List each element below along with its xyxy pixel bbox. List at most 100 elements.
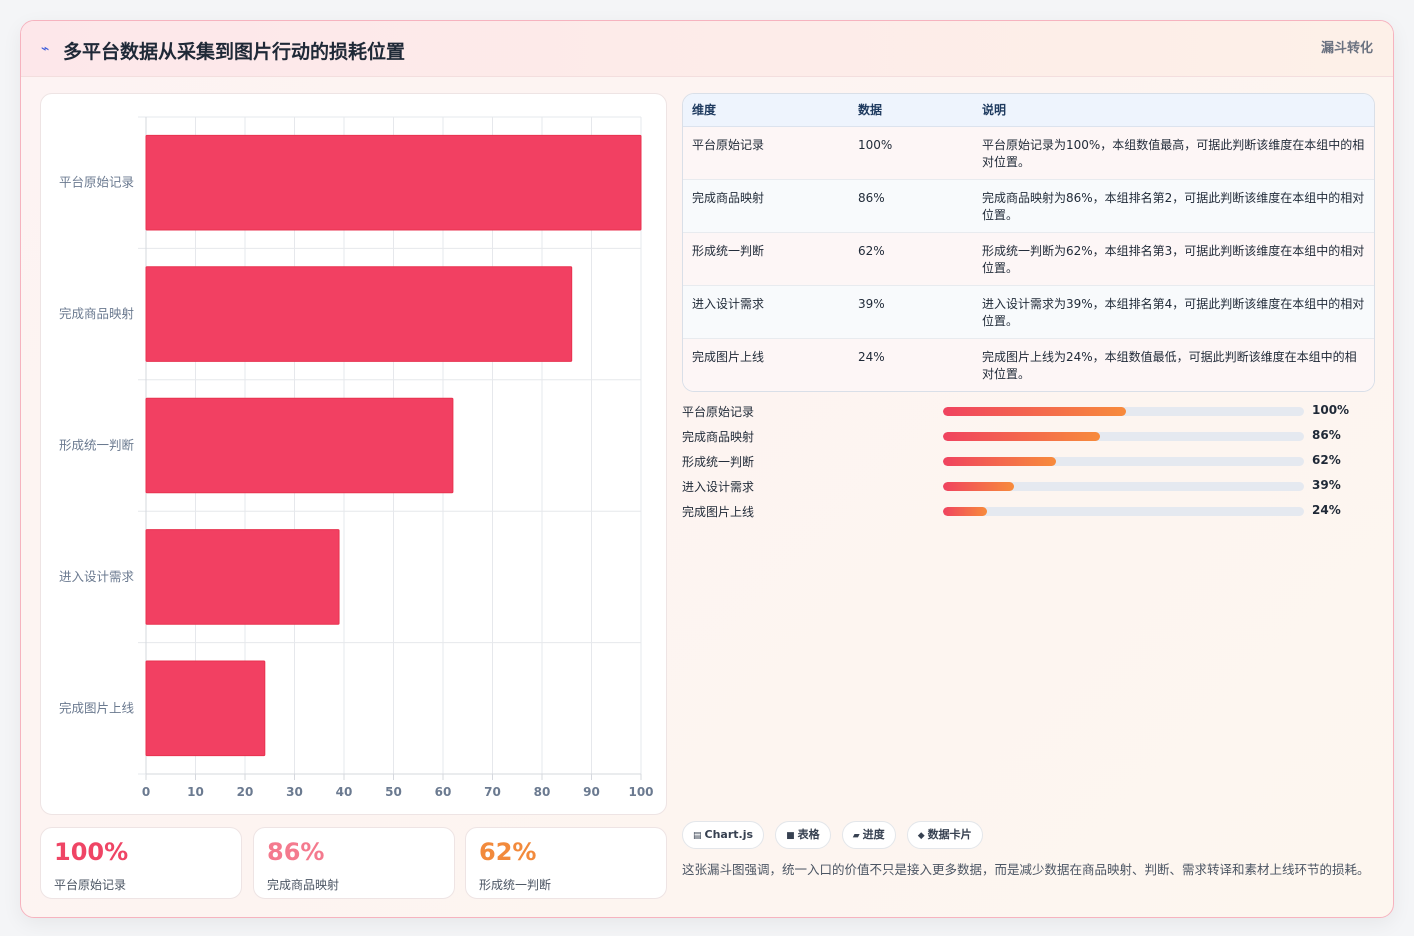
- progress-list: 平台原始记录 100% 完成商品映射 86% 形成统一判断 62% 进入设计需求…: [682, 403, 1375, 528]
- progress-track: [943, 432, 1304, 441]
- table-cell: 完成图片上线为24%，本组数值最低，可据此判断该维度在本组中的相对位置。: [982, 349, 1357, 381]
- table-cell: 形成统一判断: [683, 232, 849, 286]
- progress-value: 24%: [1312, 503, 1341, 517]
- x-tick-label: 100: [628, 785, 653, 799]
- data-table-panel: 维度 数据 说明 平台原始记录 100% 平台原始记录为100%，本组数值最高，…: [682, 93, 1375, 392]
- progress-track: [943, 407, 1304, 416]
- stat-value: 86%: [267, 838, 325, 866]
- x-tick-label: 90: [583, 785, 600, 799]
- table-cell: 39%: [849, 285, 973, 339]
- chip-data-card[interactable]: ◆ 数据卡片: [906, 821, 983, 849]
- y-tick-label: 完成图片上线: [59, 700, 135, 715]
- x-tick-label: 0: [142, 785, 150, 799]
- progress-track: [943, 457, 1304, 466]
- spark-icon: ⌁: [41, 41, 50, 57]
- y-tick-label: 完成商品映射: [59, 306, 134, 321]
- progress-row: 完成商品映射 86%: [682, 428, 1375, 453]
- progress-row: 平台原始记录 100%: [682, 403, 1375, 428]
- table-row: 完成商品映射 86% 完成商品映射为86%，本组排名第2，可据此判断该维度在本组…: [683, 179, 1374, 233]
- x-tick-label: 80: [534, 785, 551, 799]
- x-tick-label: 40: [336, 785, 353, 799]
- chip-table[interactable]: ■ 表格: [775, 821, 831, 849]
- bar: [145, 529, 340, 625]
- progress-label: 完成图片上线: [682, 505, 755, 519]
- data-table: 维度 数据 说明 平台原始记录 100% 平台原始记录为100%，本组数值最高，…: [683, 94, 1374, 391]
- bar: [145, 134, 642, 231]
- bar: [145, 266, 573, 362]
- progress-value: 39%: [1312, 478, 1341, 492]
- y-tick-label: 进入设计需求: [59, 569, 135, 584]
- progress-track: [943, 507, 1304, 516]
- stat-card-3: 62% 形成统一判断: [465, 827, 667, 899]
- progress-icon: ▰: [852, 831, 860, 841]
- card-header: ⌁ 多平台数据从采集到图片行动的损耗位置 漏斗转化: [21, 21, 1393, 77]
- table-cell: 100%: [849, 126, 973, 180]
- x-tick-label: 30: [286, 785, 303, 799]
- progress-row: 完成图片上线 24%: [682, 503, 1375, 528]
- chart-icon: ▤: [693, 831, 702, 841]
- stat-label: 形成统一判断: [479, 878, 552, 892]
- table-row: 进入设计需求 39% 进入设计需求为39%，本组排名第4，可据此判断该维度在本组…: [683, 285, 1374, 339]
- progress-fill: [943, 407, 1126, 416]
- stat-value: 100%: [54, 838, 129, 866]
- bar-chart-panel: 0 10 20 30 40 50 60 70 80 90 100 平台原始记录 完成商品映射 形成统一判断…: [40, 93, 667, 815]
- y-tick-label: 平台原始记录: [59, 175, 134, 190]
- table-cell: 86%: [849, 179, 973, 233]
- table-cell: 完成图片上线: [692, 349, 765, 364]
- table-icon: ■: [786, 831, 795, 841]
- progress-fill: [943, 457, 1057, 466]
- progress-value: 100%: [1312, 403, 1350, 417]
- table-cell: 平台原始记录为100%，本组数值最高，可据此判断该维度在本组中的相对位置。: [973, 126, 1374, 180]
- progress-label: 进入设计需求: [682, 480, 755, 494]
- funnel-tag: 漏斗转化: [1320, 41, 1373, 56]
- column-header: 维度: [683, 94, 849, 127]
- table-cell: 平台原始记录: [683, 126, 849, 180]
- x-tick-label: 60: [435, 785, 452, 799]
- progress-label: 形成统一判断: [682, 455, 755, 469]
- table-cell: 完成商品映射为86%，本组排名第2，可据此判断该维度在本组中的相对位置。: [973, 179, 1374, 233]
- table-row: 平台原始记录 100% 平台原始记录为100%，本组数值最高，可据此判断该维度在…: [683, 126, 1374, 180]
- chip-label: 数据卡片: [927, 828, 972, 841]
- progress-value: 62%: [1312, 453, 1341, 467]
- chip-progress[interactable]: ▰ 进度: [841, 821, 896, 849]
- stat-value: 62%: [479, 838, 537, 866]
- progress-track: [943, 482, 1304, 491]
- summary-note: 这张漏斗图强调，统一入口的价值不只是接入更多数据，而是减少数据在商品映射、判断、…: [682, 862, 1370, 877]
- stat-card-2: 86% 完成商品映射: [253, 827, 455, 899]
- table-cell: 62%: [849, 232, 973, 286]
- x-tick-label: 70: [484, 785, 501, 799]
- stat-label: 完成商品映射: [267, 878, 340, 892]
- progress-fill: [943, 432, 1101, 441]
- x-tick-label: 20: [237, 785, 254, 799]
- progress-value: 86%: [1312, 428, 1341, 442]
- progress-row: 形成统一判断 62%: [682, 453, 1375, 478]
- table-cell: 完成商品映射: [683, 179, 849, 233]
- progress-row: 进入设计需求 39%: [682, 478, 1375, 503]
- table-cell: 形成统一判断为62%，本组排名第3，可据此判断该维度在本组中的相对位置。: [973, 232, 1374, 286]
- chip-label: Chart.js: [704, 828, 754, 841]
- stat-card-1: 100% 平台原始记录: [40, 827, 242, 899]
- dashboard-card: ⌁ 多平台数据从采集到图片行动的损耗位置 漏斗转化 0 10 20 30 40 50 60 7…: [20, 20, 1394, 918]
- bar-chart: 0 10 20 30 40 50 60 70 80 90 100 平台原始记录完成商品映射形成统一判断…: [59, 116, 654, 799]
- y-tick-label: 形成统一判断: [59, 438, 134, 453]
- progress-label: 平台原始记录: [682, 405, 755, 419]
- page-title: 多平台数据从采集到图片行动的损耗位置: [63, 41, 406, 63]
- chip-chartjs[interactable]: ▤ Chart.js: [682, 821, 765, 849]
- x-tick-label: 50: [385, 785, 402, 799]
- card-icon: ◆: [917, 831, 925, 841]
- table-cell: 进入设计需求: [683, 285, 849, 339]
- progress-fill: [943, 482, 1015, 491]
- table-cell: 24%: [858, 349, 885, 364]
- bar: [145, 660, 266, 757]
- x-tick-label: 10: [187, 785, 204, 799]
- chip-label: 进度: [862, 828, 885, 841]
- feature-chips: ▤ Chart.js ■ 表格 ▰ 进度 ◆ 数据卡片: [682, 821, 989, 849]
- table-header-row: 维度 数据 说明: [683, 94, 1374, 127]
- bar: [145, 397, 454, 494]
- stat-label: 平台原始记录: [54, 878, 127, 892]
- table-row: 完成图片上线 24% 完成图片上线为24%，本组数值最低，可据此判断该维度在本组…: [683, 338, 1374, 391]
- chip-label: 表格: [797, 828, 820, 841]
- progress-fill: [943, 507, 988, 516]
- column-header: 说明: [973, 94, 1374, 127]
- table-row: 形成统一判断 62% 形成统一判断为62%，本组排名第3，可据此判断该维度在本组…: [683, 232, 1374, 286]
